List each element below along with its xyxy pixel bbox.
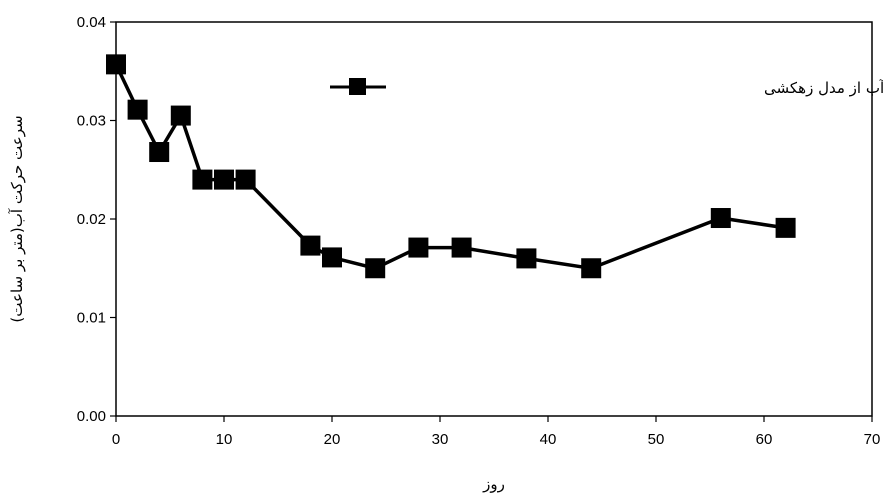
- data-point-marker: [775, 217, 796, 238]
- legend-label: تغییرات سرعت خروج آب از مدل زهکشی: [764, 79, 883, 98]
- y-tick-label: 0.00: [77, 408, 106, 425]
- series-layer: [106, 54, 796, 279]
- data-point-marker: [322, 247, 342, 268]
- data-point-marker: [192, 169, 213, 190]
- data-point-marker: [408, 237, 429, 258]
- y-axis-ticks: 0.00 0.01 0.02 0.03 0.04: [77, 14, 116, 425]
- data-point-marker: [106, 54, 126, 75]
- data-point-marker: [710, 208, 731, 229]
- legend: تغییرات سرعت خروج آب از مدل زهکشی: [330, 78, 883, 98]
- data-point-marker: [581, 258, 602, 279]
- data-point-marker: [149, 142, 170, 163]
- x-axis-title: روز: [482, 475, 505, 493]
- y-tick-label: 0.01: [77, 310, 106, 327]
- x-tick-label: 0: [112, 431, 120, 448]
- data-point-marker: [235, 169, 256, 190]
- data-point-marker: [300, 235, 321, 256]
- y-tick-label: 0.03: [77, 113, 106, 130]
- data-point-marker: [365, 258, 386, 279]
- x-tick-label: 10: [216, 431, 233, 448]
- plot-area: [115, 21, 873, 417]
- x-tick-label: 50: [648, 431, 665, 448]
- x-tick-label: 40: [540, 431, 557, 448]
- y-tick-label: 0.04: [77, 14, 106, 31]
- data-point-marker: [127, 99, 148, 120]
- legend-marker: [349, 78, 366, 95]
- x-tick-label: 20: [324, 431, 341, 448]
- data-point-marker: [451, 237, 472, 258]
- x-tick-label: 30: [432, 431, 449, 448]
- x-axis-ticks: 0 10 20 30 40 50 60 70: [112, 416, 881, 448]
- data-point-marker: [516, 248, 537, 269]
- data-point-marker: [170, 105, 191, 126]
- x-tick-label: 70: [864, 431, 881, 448]
- y-axis-title: سرعت حرکت آب(متر بر ساعت): [8, 115, 26, 322]
- y-tick-label: 0.02: [77, 211, 106, 228]
- x-tick-label: 60: [756, 431, 773, 448]
- series-line: [114, 63, 786, 271]
- data-point-marker: [214, 169, 234, 190]
